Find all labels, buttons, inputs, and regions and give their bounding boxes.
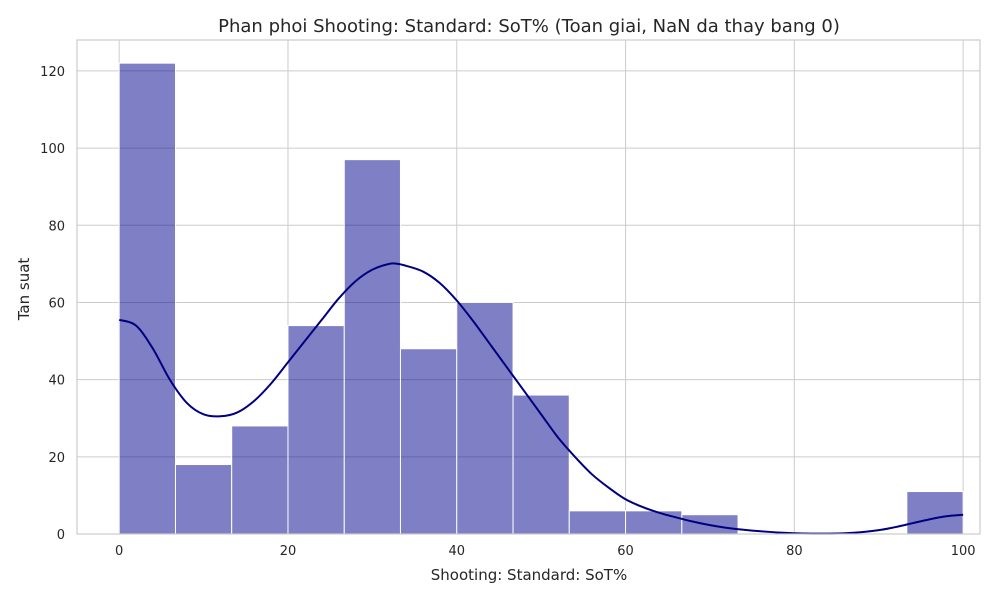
histogram-bar <box>287 325 345 535</box>
histogram-bar <box>399 348 458 535</box>
histogram-bar <box>512 394 570 535</box>
y-tick-label: 20 <box>48 451 65 466</box>
histogram-bar <box>625 510 683 535</box>
x-tick-label: 0 <box>115 544 123 559</box>
y-tick-label: 120 <box>40 65 65 80</box>
x-tick-label: 80 <box>786 544 803 559</box>
bar-layer <box>118 62 964 535</box>
x-tick-label: 20 <box>280 544 297 559</box>
histogram-bar <box>343 159 401 535</box>
y-tick-label: 80 <box>48 219 65 234</box>
y-axis-label: Tan suat <box>15 258 33 322</box>
x-tick-label: 100 <box>951 544 976 559</box>
plot-frame <box>76 39 981 535</box>
x-tick-label: 40 <box>448 544 465 559</box>
histogram-bar <box>906 491 964 535</box>
histogram-bar <box>174 464 233 535</box>
y-tick-label: 100 <box>40 142 65 157</box>
histogram-bar <box>456 301 514 535</box>
tick-layer: 0 20 40 60 80 100 0 20 40 60 80 100 120 <box>40 65 975 559</box>
chart-title: Phan phoi Shooting: Standard: SoT% (Toan… <box>218 16 840 37</box>
y-tick-label: 40 <box>48 374 65 389</box>
histogram-bar <box>118 62 176 535</box>
x-tick-label: 60 <box>617 544 634 559</box>
histogram-bar <box>568 510 627 535</box>
y-tick-label: 60 <box>48 296 65 311</box>
x-axis-label: Shooting: Standard: SoT% <box>431 566 627 584</box>
histogram-bar <box>231 425 289 535</box>
y-tick-label: 0 <box>57 528 65 543</box>
grid-layer <box>77 40 980 535</box>
